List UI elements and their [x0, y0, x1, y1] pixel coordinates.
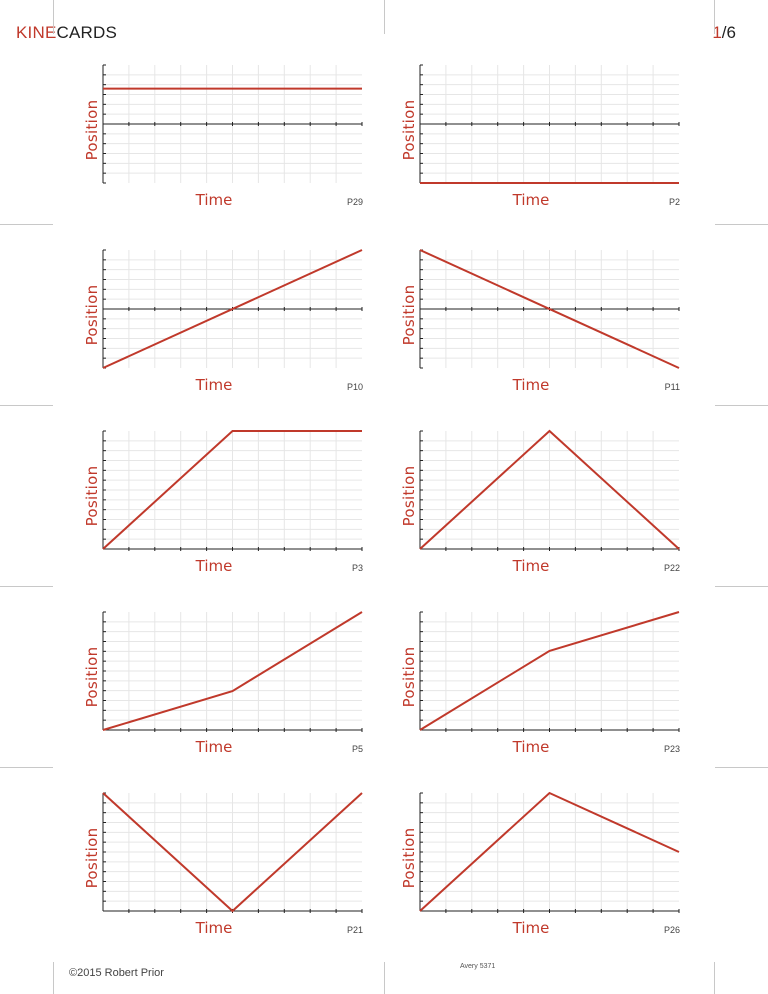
avery-label: Avery 5371 — [460, 963, 496, 970]
position-time-graph — [419, 429, 680, 551]
cut-mark — [715, 767, 768, 768]
y-axis-label: Position — [83, 99, 101, 161]
y-axis-label: Position — [400, 465, 418, 527]
x-axis-label: Time — [195, 376, 233, 394]
card-id: P22 — [663, 563, 680, 573]
position-time-graph — [102, 249, 363, 369]
y-axis-label: Position — [83, 465, 101, 527]
brand-accent: KINE — [16, 23, 57, 42]
card-id: P29 — [346, 197, 363, 207]
copyright-notice: ©2015 Robert Prior — [69, 967, 164, 979]
cut-mark — [0, 767, 53, 768]
position-time-graph — [419, 791, 680, 913]
graph-card: Position Time P29 — [64, 62, 364, 212]
y-axis-label: Position — [83, 284, 101, 346]
y-axis-label: Position — [83, 646, 101, 708]
x-axis-label: Time — [512, 376, 550, 394]
position-line — [419, 429, 680, 550]
graph-card: Position Time P26 — [381, 790, 681, 940]
card-id: P11 — [664, 382, 680, 392]
graph-card: Position Time P23 — [381, 609, 681, 759]
card-id: P2 — [668, 197, 680, 207]
x-axis-label: Time — [195, 919, 233, 937]
position-time-graph — [102, 611, 363, 732]
position-time-graph — [419, 611, 680, 732]
cut-mark — [715, 586, 768, 587]
x-axis-label: Time — [512, 919, 550, 937]
position-time-graph — [102, 792, 363, 913]
x-axis-label: Time — [512, 738, 550, 756]
cut-mark — [715, 405, 768, 406]
x-axis-label: Time — [195, 557, 233, 575]
cut-mark — [715, 224, 768, 225]
position-time-graph — [102, 430, 363, 551]
y-axis-label: Position — [400, 646, 418, 708]
card-id: P5 — [351, 744, 363, 754]
graph-card: Position Time P2 — [381, 62, 681, 212]
position-line — [102, 430, 362, 550]
card-id: P3 — [351, 563, 363, 573]
card-id: P21 — [346, 925, 363, 935]
position-line — [102, 249, 363, 369]
cut-mark — [384, 962, 385, 994]
position-line — [419, 791, 680, 912]
cut-mark — [384, 0, 385, 34]
y-axis-label: Position — [400, 99, 418, 161]
cut-mark — [0, 586, 53, 587]
y-axis-label: Position — [400, 284, 418, 346]
cut-mark — [714, 962, 715, 994]
brand-rest: CARDS — [56, 23, 117, 42]
x-axis-label: Time — [512, 191, 550, 209]
card-id: P26 — [663, 925, 680, 935]
graph-card: Position Time P21 — [64, 790, 364, 940]
graph-card: Position Time P11 — [381, 247, 681, 397]
cut-mark — [53, 0, 54, 34]
page-number: 1/6 — [712, 23, 736, 43]
cut-mark — [714, 0, 715, 34]
x-axis-label: Time — [195, 191, 233, 209]
graph-card: Position Time P22 — [381, 428, 681, 578]
position-line — [419, 611, 680, 731]
cut-mark — [53, 962, 54, 994]
position-line — [102, 611, 363, 731]
position-time-graph — [102, 64, 363, 184]
position-time-graph — [419, 64, 680, 184]
y-axis-label: Position — [83, 827, 101, 889]
graph-card: Position Time P5 — [64, 609, 364, 759]
graph-card: Position Time P10 — [64, 247, 364, 397]
cut-mark — [0, 405, 53, 406]
brand-title: KINECARDS — [16, 23, 117, 43]
page-current: 1 — [712, 23, 722, 42]
position-line — [419, 249, 680, 369]
card-id: P23 — [663, 744, 680, 754]
y-axis-label: Position — [400, 827, 418, 889]
x-axis-label: Time — [195, 738, 233, 756]
card-id: P10 — [346, 382, 363, 392]
page-separator: / — [721, 23, 727, 42]
graph-card: Position Time P3 — [64, 428, 364, 578]
position-time-graph — [419, 249, 680, 369]
x-axis-label: Time — [512, 557, 550, 575]
cut-mark — [0, 224, 53, 225]
position-line — [102, 792, 363, 913]
page-total: 6 — [726, 23, 736, 42]
